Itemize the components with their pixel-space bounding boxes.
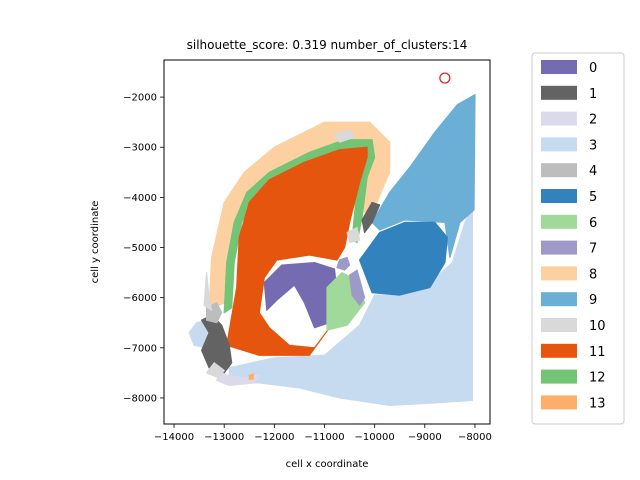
x-axis-ticks: −14000 −13000 −12000 −11000 −10000 −9000 −8000 [154, 424, 492, 443]
x-tick-label: −8000 [458, 432, 492, 443]
x-tick-label: −14000 [154, 432, 194, 443]
cluster-0-patch-0 [263, 262, 338, 329]
highlight-layer [439, 72, 451, 84]
cluster-7-region [336, 256, 366, 306]
cluster-10-patch-3 [346, 226, 361, 244]
legend-swatch-13 [541, 395, 577, 410]
cluster-10-patch-0 [203, 272, 213, 311]
cluster-11-region [226, 146, 368, 356]
cluster-7-patch-1 [349, 269, 366, 306]
cluster-1-patch-1 [361, 201, 381, 234]
y-tick-label: −2000 [123, 93, 157, 104]
legend-swatch-5 [541, 189, 577, 203]
y-tick-label: −8000 [123, 393, 157, 404]
x-axis-label: cell x coordinate [286, 459, 369, 470]
legend-label-8: 8 [589, 267, 597, 282]
legend-swatch-1 [541, 85, 577, 100]
legend-label-9: 9 [589, 293, 597, 308]
cluster-2-region [216, 373, 260, 386]
legend-swatch-8 [541, 266, 577, 281]
legend-swatch-0 [541, 60, 577, 74]
legend-label-12: 12 [589, 371, 606, 386]
y-tick-label: −6000 [123, 293, 157, 304]
x-tick-label: −12000 [254, 432, 294, 443]
cluster-2-patch-0 [216, 373, 260, 386]
cluster-13-region [248, 373, 254, 380]
cluster-5-region [359, 221, 448, 296]
cluster-10-patch-1 [206, 362, 225, 379]
y-axis-label: cell y coordinate [90, 201, 101, 284]
legend-swatch-10 [541, 318, 577, 332]
x-tick-label: −11000 [304, 432, 344, 443]
cluster-13-patch-0 [248, 373, 254, 380]
legend-swatch-11 [541, 343, 577, 358]
cluster-0-region [263, 262, 338, 329]
cluster-11-patch-0 [226, 146, 368, 356]
legend-label-11: 11 [589, 345, 606, 360]
plot-frame [163, 59, 491, 425]
cluster-9-region [371, 93, 476, 259]
y-tick-label: −7000 [123, 343, 157, 354]
cluster-5-patch-0 [359, 221, 448, 296]
legend-swatch-9 [541, 292, 577, 307]
legend-swatch-4 [541, 163, 577, 178]
legend-label-4: 4 [589, 164, 597, 179]
legend-label-2: 2 [589, 113, 597, 128]
cluster-9-patch-0 [371, 93, 476, 259]
x-tick-label: −10000 [355, 432, 395, 443]
cluster-10-region [203, 129, 361, 379]
legend-label-6: 6 [589, 216, 597, 231]
x-tick-label: −13000 [204, 432, 244, 443]
clusters-layer [188, 93, 476, 406]
y-tick-label: −3000 [123, 143, 157, 154]
cluster-7-patch-0 [336, 256, 351, 271]
legend-label-10: 10 [589, 319, 606, 334]
legend-label-13: 13 [589, 396, 606, 411]
legend-swatch-6 [541, 214, 577, 229]
highlight-circle-marker [439, 72, 451, 84]
cluster-10-patch-2 [333, 129, 356, 143]
legend-label-7: 7 [589, 242, 597, 257]
y-tick-label: −4000 [123, 193, 157, 204]
legend-frame [531, 52, 625, 425]
legend-swatch-3 [541, 137, 577, 152]
y-axis-ticks: −2000 −3000 −4000 −5000 −6000 −7000 −8000 [123, 93, 164, 404]
legend-label-1: 1 [589, 87, 597, 102]
legend-label-5: 5 [589, 190, 597, 205]
legend-swatch-2 [541, 111, 577, 126]
legend-swatch-12 [541, 369, 577, 384]
legend-label-0: 0 [589, 61, 597, 76]
legend-label-3: 3 [589, 138, 597, 153]
chart-title: silhouette_score: 0.319 number_of_cluste… [187, 38, 468, 52]
x-tick-label: −9000 [408, 432, 442, 443]
legend-swatch-7 [541, 240, 577, 255]
y-tick-label: −5000 [123, 243, 157, 254]
